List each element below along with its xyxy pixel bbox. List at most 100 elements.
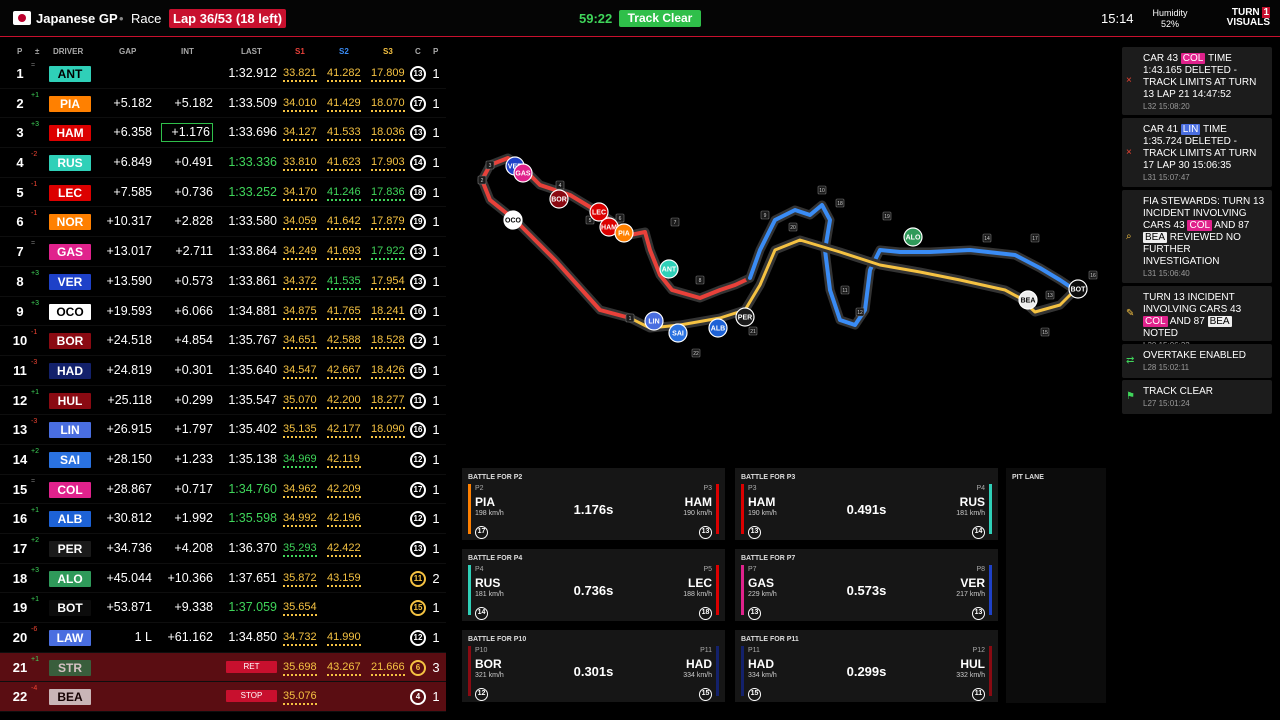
driver-tag[interactable]: LAW xyxy=(49,630,91,647)
driver-tag[interactable]: ALO xyxy=(49,570,91,587)
driver-tag[interactable]: GAS xyxy=(49,244,91,261)
leaderboard-row[interactable]: 22 -4 BEA STOP 35.076 4 1 xyxy=(0,682,446,713)
chaser-speed: 181 km/h xyxy=(956,510,985,517)
race-control-message[interactable]: ⇄ OVERTAKE ENABLED L28 15:02:11 xyxy=(1122,344,1272,378)
leaderboard-row[interactable]: 2 +1 PIA +5.182 +5.182 1:33.509 34.010 41.429 18… xyxy=(0,89,446,119)
interval-value: +2.711 xyxy=(175,244,213,259)
driver-tag[interactable]: COL xyxy=(49,481,91,498)
tyre-compound-icon: 15 xyxy=(699,688,712,701)
leaderboard-row[interactable]: 12 +1 HUL +25.118 +0.299 1:35.547 35.070 42.200… xyxy=(0,386,446,416)
car-marker[interactable] xyxy=(659,259,679,279)
gap-value: +19.593 xyxy=(106,303,152,318)
leaderboard-row[interactable]: 19 +1 BOT +53.871 +9.338 1:37.059 35.654 15 1 xyxy=(0,593,446,624)
car-marker[interactable] xyxy=(513,163,533,183)
driver-tag[interactable]: PIA xyxy=(49,95,91,112)
car-label: GAS xyxy=(515,171,531,178)
race-control-message[interactable]: × CAR 41 LIN TIME 1:35.724 DELETED - TRAC… xyxy=(1122,118,1272,187)
car-marker[interactable] xyxy=(708,318,728,338)
driver-tag[interactable]: LEC xyxy=(49,184,91,201)
battle-panel[interactable]: BATTLE FOR P10 P10 BOR 321 km/h 12 0.301s P11 H… xyxy=(462,630,725,702)
leaderboard-row[interactable]: 18 +3 ALO +45.044 +10.366 1:37.651 35.872 43.15… xyxy=(0,564,446,594)
sector-progress xyxy=(283,80,317,82)
driver-tag[interactable]: HAD xyxy=(49,362,91,379)
turn-marker xyxy=(982,233,992,243)
car-marker[interactable] xyxy=(735,307,755,327)
leaderboard-row[interactable]: 15 = COL +28.867 +0.717 1:34.760 34.962 42.209 1… xyxy=(0,475,446,505)
leaderboard-row[interactable]: 6 -1 NOR +10.317 +2.828 1:33.580 34.059 41.642 1… xyxy=(0,207,446,238)
driver-tag[interactable]: ANT xyxy=(49,66,91,82)
driver-tag[interactable]: BEA xyxy=(49,689,91,706)
battle-panel[interactable]: BATTLE FOR P7 P7 GAS 229 km/h 13 0.573s P8 VER 2… xyxy=(735,549,998,621)
leaderboard-row[interactable]: 1 = ANT 1:32.912 33.821 41.282 17.809 13 1 xyxy=(0,59,446,89)
race-control-message[interactable]: ⌕ FIA STEWARDS: TURN 13 INCIDENT INVOLVIN… xyxy=(1122,190,1272,283)
car-marker[interactable] xyxy=(1068,279,1088,299)
car-marker[interactable] xyxy=(1018,290,1038,310)
interval-value: +1.233 xyxy=(174,451,213,466)
driver-tag[interactable]: BOT xyxy=(49,600,91,617)
leaderboard-row[interactable]: 3 +3 HAM +6.358 +1.176 1:33.696 34.127 41.533 18… xyxy=(0,118,446,149)
battle-gap: 0.573s xyxy=(846,583,887,598)
interval-value: +0.491 xyxy=(174,155,213,170)
retired-badge: STOP xyxy=(226,690,277,703)
battle-panel[interactable]: BATTLE FOR P11 P11 HAD 334 km/h 15 0.299s P12 H… xyxy=(735,630,998,702)
leader-position: P7 xyxy=(748,566,757,573)
race-control-message[interactable]: ✎ TURN 13 INCIDENT INVOLVING CARS 43 COL … xyxy=(1122,286,1272,350)
race-control-message[interactable]: × CAR 43 COL TIME 1:43.165 DELETED - TRAC… xyxy=(1122,47,1272,115)
battle-panel[interactable]: BATTLE FOR P3 P3 HAM 190 km/h 13 0.491s P4 RUS 1… xyxy=(735,468,998,540)
leaderboard-row[interactable]: 14 +2 SAI +28.150 +1.233 1:35.138 34.969 42.119… xyxy=(0,445,446,475)
battle-panel[interactable]: BATTLE FOR P4 P4 RUS 181 km/h 14 0.736s P5 LEC 1… xyxy=(462,549,725,621)
pit-stops: 1 xyxy=(432,333,440,349)
car-marker[interactable] xyxy=(589,202,609,222)
driver-tag[interactable]: OCO xyxy=(49,303,91,320)
position-change: -1 xyxy=(31,329,38,337)
sector-2-time: 41.623 xyxy=(327,156,361,169)
leaderboard-row[interactable]: 9 +3 OCO +19.593 +6.066 1:34.881 34.875 41.765 1… xyxy=(0,297,446,327)
driver-tag[interactable]: STR xyxy=(49,659,91,676)
driver-tag[interactable]: RUS xyxy=(49,155,91,172)
leaderboard-row[interactable]: 7 = GAS +13.017 +2.711 1:33.864 34.249 41.693 17… xyxy=(0,237,446,267)
car-marker[interactable] xyxy=(549,189,569,209)
driver-tag[interactable]: VER xyxy=(49,273,91,290)
interval-value: +6.066 xyxy=(174,303,213,318)
leaderboard-row[interactable]: 11 -3 HAD +24.819 +0.301 1:35.640 34.547 42.667… xyxy=(0,356,446,386)
leaderboard-row[interactable]: 5 -1 LEC +7.585 +0.736 1:33.252 34.170 41.246 17… xyxy=(0,178,446,208)
last-lap-time: 1:33.861 xyxy=(228,273,277,288)
leaderboard-row[interactable]: 8 +3 VER +13.590 +0.573 1:33.861 34.372 41.535 1… xyxy=(0,267,446,297)
leader-color-bar xyxy=(741,565,744,615)
turn-marker xyxy=(840,285,850,295)
tyre-compound-icon: 15 xyxy=(410,362,426,379)
last-lap-time: 1:36.370 xyxy=(228,541,277,555)
leaderboard-row[interactable]: 20 -6 LAW 1 L +61.162 1:34.850 34.732 41.990 12 1 xyxy=(0,623,446,653)
car-marker[interactable] xyxy=(903,227,923,247)
message-footer: L27 15:01:24 xyxy=(1143,399,1190,408)
leaderboard-row[interactable]: 16 +1 ALB +30.812 +1.992 1:35.598 34.992 42.196… xyxy=(0,504,446,534)
driver-tag[interactable]: NOR xyxy=(49,214,91,231)
driver-tag[interactable]: ALB xyxy=(49,511,91,528)
interval-value: +0.717 xyxy=(174,481,213,496)
driver-tag[interactable]: SAI xyxy=(49,451,91,468)
driver-tag[interactable]: BOR xyxy=(49,333,91,350)
sector-progress xyxy=(283,614,317,617)
car-marker[interactable] xyxy=(503,210,523,230)
leaderboard-row[interactable]: 4 -2 RUS +6.849 +0.491 1:33.336 33.810 41.623 17… xyxy=(0,148,446,178)
leader-position: P4 xyxy=(475,566,484,573)
chaser-driver: RUS xyxy=(959,495,985,509)
car-marker[interactable] xyxy=(614,223,634,243)
message-text: CAR 41 LIN TIME 1:35.724 DELETED - TRACK… xyxy=(1143,124,1268,184)
race-control-message[interactable]: ⚑ TRACK CLEAR L27 15:01:24 xyxy=(1122,380,1272,414)
pit-stops: 3 xyxy=(432,659,440,675)
driver-tag[interactable]: LIN xyxy=(49,422,91,439)
leaderboard-row[interactable]: 21 +1 STR RET 35.698 43.267 21.666 6 3 xyxy=(0,652,446,683)
leaderboard-row[interactable]: 13 -3 LIN +26.915 +1.797 1:35.402 35.135 42.177… xyxy=(0,415,446,445)
leaderboard-row[interactable]: 17 +2 PER +34.736 +4.208 1:36.370 35.293 42.422… xyxy=(0,534,446,564)
driver-tag[interactable]: PER xyxy=(49,541,91,557)
car-marker[interactable] xyxy=(668,323,688,343)
car-marker[interactable] xyxy=(644,311,664,331)
chaser-position: P12 xyxy=(972,647,985,654)
pit-stops: 1 xyxy=(432,451,440,467)
driver-tag[interactable]: HAM xyxy=(49,125,91,142)
leaderboard-row[interactable]: 10 -1 BOR +24.518 +4.854 1:35.767 34.651 42.588… xyxy=(0,326,446,356)
leader-color-bar xyxy=(468,565,471,615)
battle-panel[interactable]: BATTLE FOR P2 P2 PIA 198 km/h 17 1.176s P3 HAM 1… xyxy=(462,468,725,540)
driver-tag[interactable]: HUL xyxy=(49,392,91,409)
